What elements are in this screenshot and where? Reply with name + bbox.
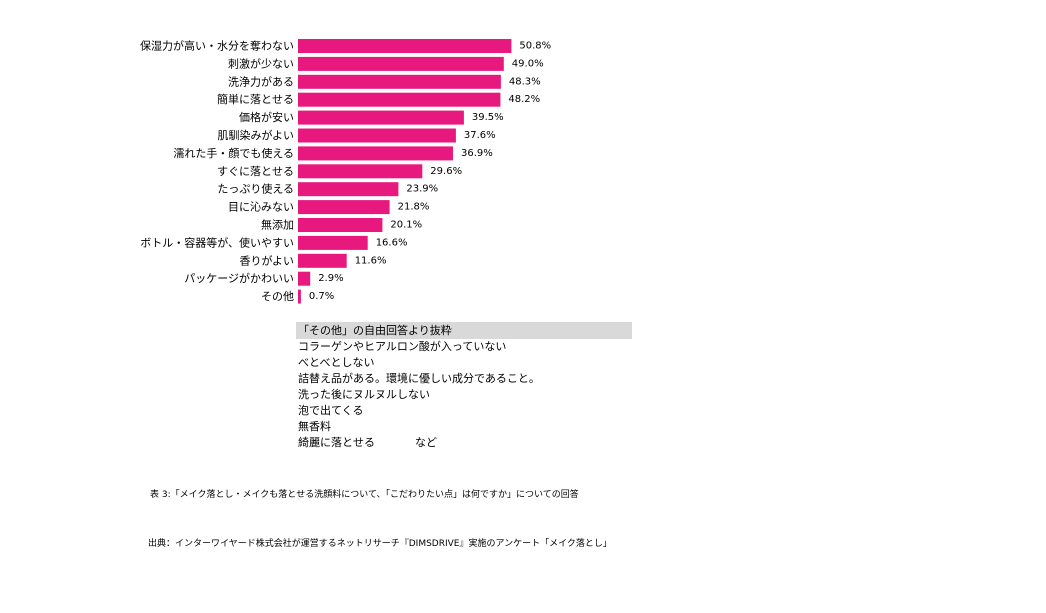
value-label: 11.6%: [355, 255, 387, 266]
category-label: パッケージがかわいい: [184, 271, 294, 285]
category-label: 刺激が少ない: [228, 56, 294, 70]
value-label: 20.1%: [390, 220, 422, 231]
value-label: 29.6%: [430, 166, 462, 177]
value-label: 2.9%: [318, 273, 343, 284]
other-answer-item: コラーゲンやヒアルロン酸が入っていない: [298, 340, 507, 353]
bar: [298, 235, 368, 250]
bar: [298, 200, 390, 215]
other-answer-text: 綺麗に落とせる: [298, 436, 375, 449]
bar: [298, 146, 453, 161]
category-label: 肌馴染みがよい: [218, 128, 294, 142]
value-label: 0.7%: [309, 291, 334, 302]
value-label: 39.5%: [472, 112, 504, 123]
category-label: 簡単に落とせる: [217, 92, 294, 106]
other-answer-item: 無香料: [298, 420, 331, 433]
other-answer-item: 泡で出てくる: [298, 404, 364, 417]
other-answer-item-last: 綺麗に落とせる など: [296, 435, 632, 451]
value-label: 21.8%: [398, 202, 430, 213]
other-answer-item: 洗った後にヌルヌルしない: [298, 388, 430, 401]
value-label: 50.8%: [519, 41, 551, 52]
figure-caption: 表 3:「メイク落とし・メイクも落とせる洗顔料について、「こだわりたい点」は何で…: [150, 490, 579, 500]
category-label: 保湿力が高い・水分を奪わない: [140, 39, 294, 53]
value-label: 48.3%: [509, 76, 541, 87]
bar: [298, 164, 423, 179]
source-note: 出典：インターワイヤード株式会社が運営するネットリサーチ『DIMSDRIVE』実…: [148, 539, 612, 549]
bar: [298, 39, 512, 53]
bar-chart: 保湿力が高い・水分を奪わない 50.8% 刺激が少ない 49.0% 洗浄力がある 48.3…: [140, 39, 551, 304]
value-label: 23.9%: [406, 184, 438, 195]
value-label: 37.6%: [464, 130, 496, 141]
other-answers-box: 「その他」の自由回答より抜粋 コラーゲンやヒアルロン酸が入っていない べとべとし…: [296, 322, 632, 451]
category-label: ボトル・容器等が、使いやすい: [140, 235, 294, 249]
value-label: 49.0%: [512, 58, 544, 69]
value-label: 16.6%: [376, 237, 408, 248]
other-answers-title: 「その他」の自由回答より抜粋: [296, 322, 632, 339]
category-label: 目に沁みない: [228, 201, 294, 214]
bar: [298, 128, 456, 143]
value-label: 48.2%: [508, 94, 540, 105]
bar: [298, 271, 311, 286]
bar: [298, 56, 504, 71]
category-label: 洗浄力がある: [228, 74, 294, 88]
bar: [298, 218, 383, 232]
other-answer-item: 詰替え品がある。環境に優しい成分であること。: [298, 372, 540, 385]
category-label: 濡れた手・顔でも使える: [173, 146, 294, 160]
category-label: その他: [261, 290, 294, 303]
category-label: 価格が安い: [239, 110, 294, 124]
bar: [298, 253, 347, 268]
value-label: 36.9%: [461, 148, 493, 159]
bar: [298, 110, 464, 125]
other-answers-suffix: など: [415, 436, 437, 449]
other-answers-list: コラーゲンやヒアルロン酸が入っていない べとべとしない 詰替え品がある。環境に優…: [296, 339, 632, 451]
category-label: 香りがよい: [240, 253, 294, 267]
bar: [298, 289, 301, 304]
other-answer-item: べとべとしない: [298, 356, 375, 369]
category-label: たっぷり使える: [217, 183, 294, 196]
bar: [298, 92, 501, 107]
bar: [298, 74, 501, 89]
bar: [298, 182, 399, 197]
category-label: すぐに落とせる: [217, 165, 294, 178]
category-label: 無添加: [261, 218, 294, 232]
